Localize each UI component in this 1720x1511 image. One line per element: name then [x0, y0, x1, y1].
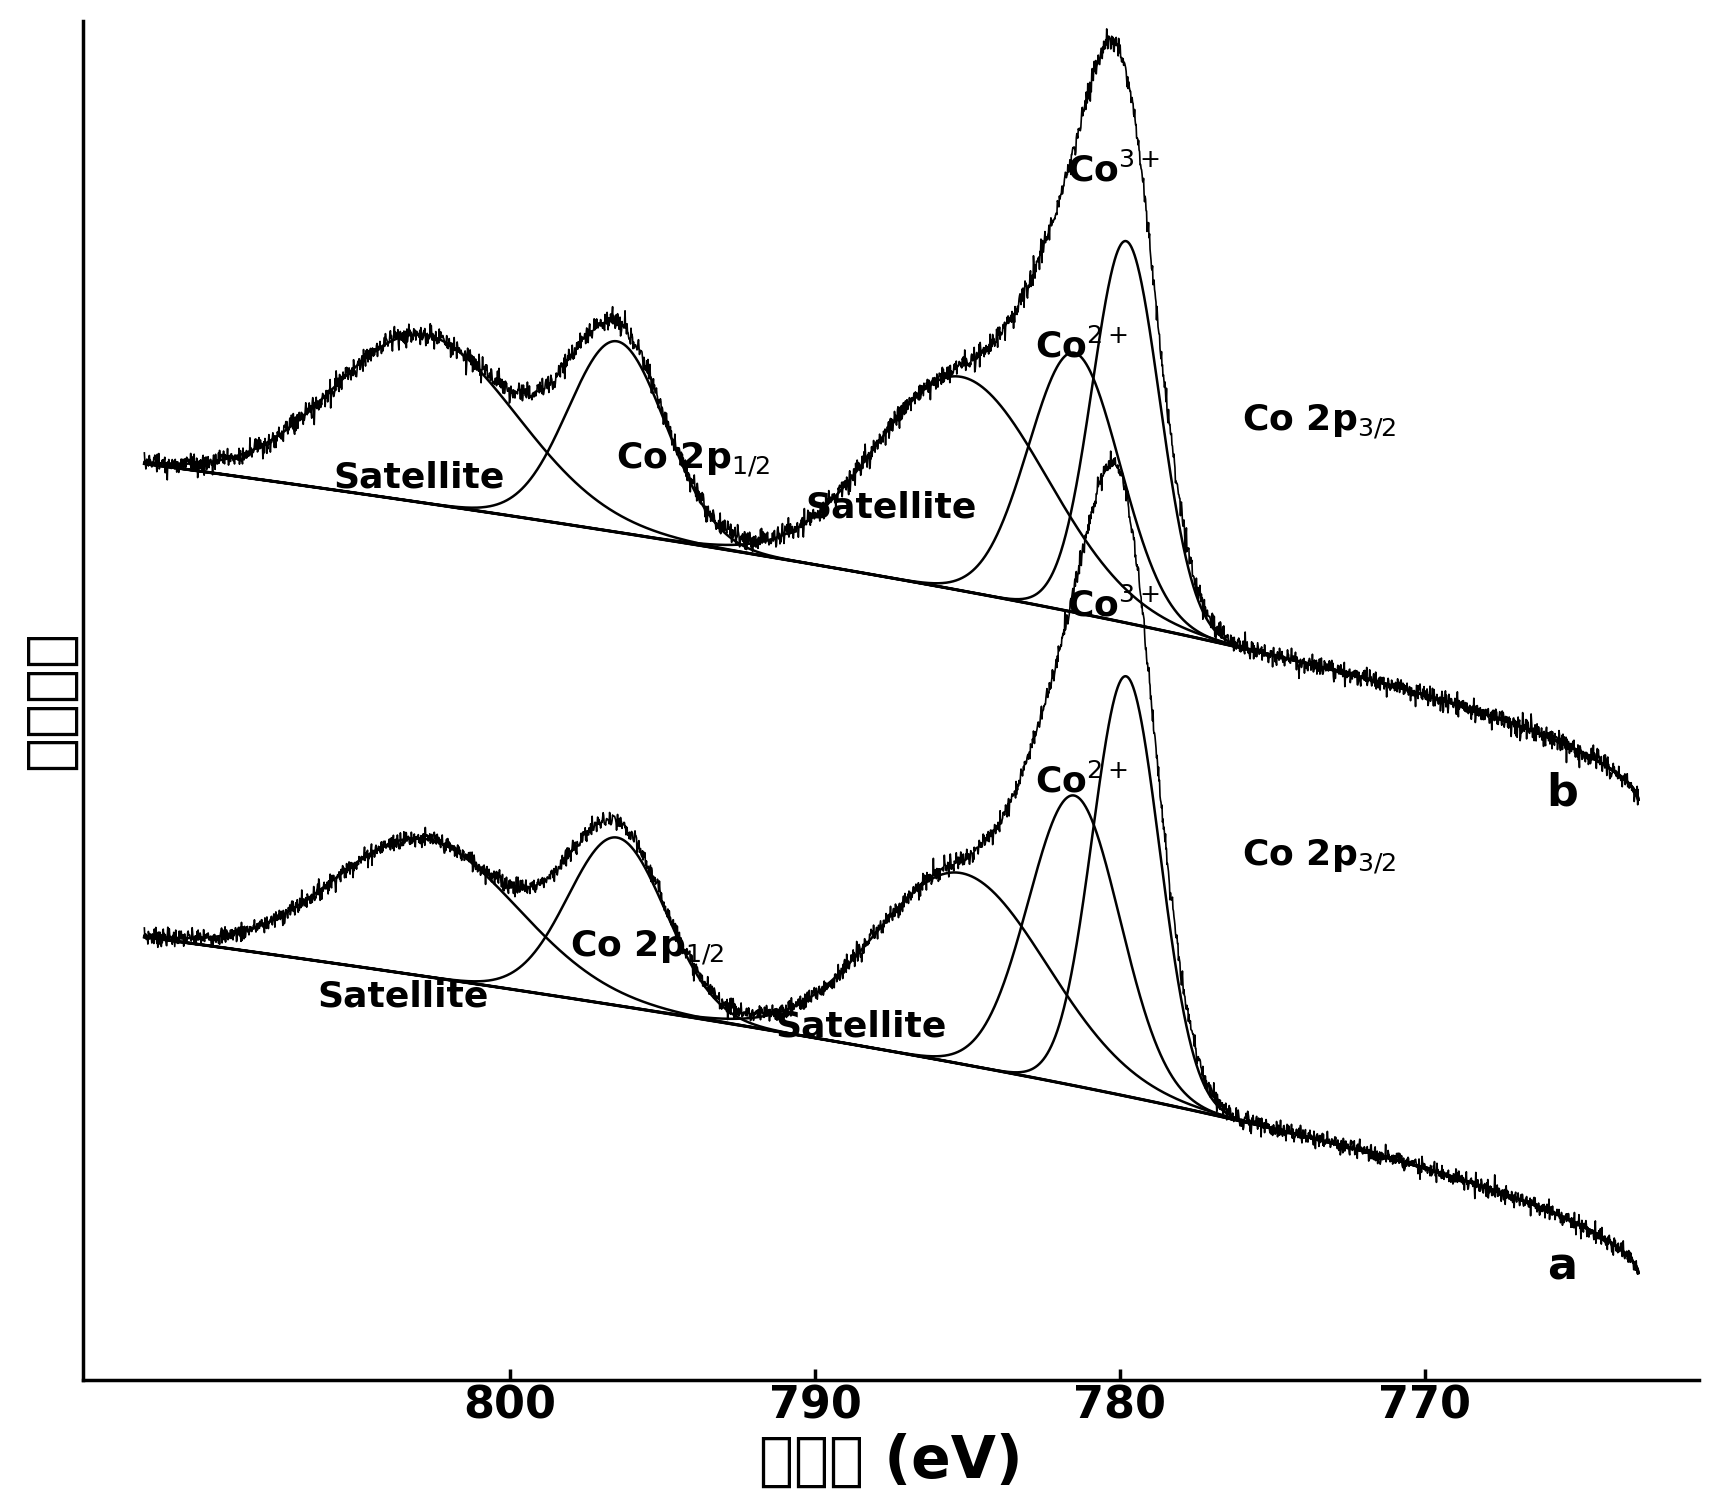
Text: Satellite: Satellite	[334, 461, 504, 494]
Text: Co 2p$_{3/2}$: Co 2p$_{3/2}$	[1242, 837, 1397, 876]
Text: Co$^{2+}$: Co$^{2+}$	[1034, 763, 1128, 799]
Text: a: a	[1546, 1245, 1577, 1289]
Text: Satellite: Satellite	[318, 979, 488, 1014]
Text: Co$^{2+}$: Co$^{2+}$	[1034, 328, 1128, 364]
Y-axis label: 相对强度: 相对强度	[21, 630, 77, 771]
Text: Satellite: Satellite	[805, 491, 977, 524]
Text: Co 2p$_{1/2}$: Co 2p$_{1/2}$	[569, 929, 724, 967]
Text: Co$^{3+}$: Co$^{3+}$	[1068, 588, 1161, 624]
X-axis label: 结合能 (eV): 结合能 (eV)	[760, 1432, 1023, 1490]
Text: Co 2p$_{1/2}$: Co 2p$_{1/2}$	[616, 441, 771, 479]
Text: Satellite: Satellite	[776, 1009, 946, 1044]
Text: b: b	[1546, 772, 1579, 814]
Text: Co 2p$_{3/2}$: Co 2p$_{3/2}$	[1242, 402, 1397, 441]
Text: Co$^{3+}$: Co$^{3+}$	[1068, 153, 1161, 189]
